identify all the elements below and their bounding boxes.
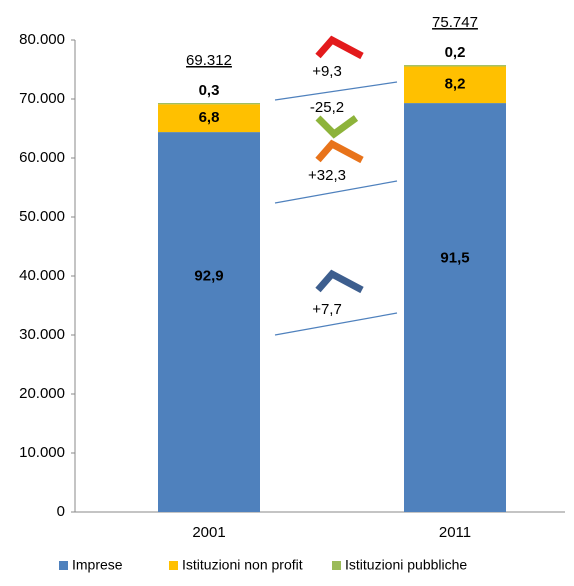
legend-swatch bbox=[169, 561, 178, 570]
segment-label: 91,5 bbox=[440, 249, 469, 266]
x-tick-label: 2011 bbox=[439, 524, 471, 541]
total-label: 75.747 bbox=[432, 14, 478, 31]
bar-segment bbox=[404, 65, 506, 67]
bar-segment bbox=[404, 66, 506, 104]
total-label: 69.312 bbox=[186, 52, 232, 69]
connector bbox=[274, 180, 398, 204]
segment-label: 0,3 bbox=[199, 82, 220, 99]
y-tick-label: 60.000 bbox=[19, 149, 65, 166]
y-tick-label: 10.000 bbox=[19, 444, 65, 461]
legend-label: Istituzioni pubbliche bbox=[345, 557, 467, 573]
y-tick-label: 40.000 bbox=[19, 267, 65, 284]
x-tick-label: 2001 bbox=[192, 524, 225, 541]
bar-segment bbox=[158, 103, 260, 105]
y-tick-label: 80.000 bbox=[19, 31, 65, 48]
segment-label: 8,2 bbox=[445, 76, 466, 93]
annotation: +7,7 bbox=[312, 301, 342, 318]
segment-label: 6,8 bbox=[199, 109, 220, 126]
y-tick-label: 20.000 bbox=[19, 385, 65, 402]
bar-segment bbox=[404, 103, 506, 513]
annotation: -25,2 bbox=[310, 99, 344, 116]
legend-label: Imprese bbox=[72, 557, 123, 573]
annotation: +9,3 bbox=[312, 63, 342, 80]
legend-swatch bbox=[332, 561, 341, 570]
y-tick-label: 70.000 bbox=[19, 90, 65, 107]
y-tick-label: 50.000 bbox=[19, 208, 65, 225]
y-tick-label: 0 bbox=[57, 503, 65, 520]
connector bbox=[274, 81, 398, 101]
segment-label: 92,9 bbox=[194, 267, 223, 284]
bar-segment bbox=[158, 132, 260, 513]
change-chevron bbox=[315, 115, 359, 139]
y-tick-label: 30.000 bbox=[19, 326, 65, 343]
change-chevron bbox=[315, 35, 364, 60]
segment-label: 0,2 bbox=[445, 44, 466, 61]
legend-label: Istituzioni non profit bbox=[182, 557, 303, 573]
change-chevron bbox=[315, 269, 364, 294]
change-chevron bbox=[315, 139, 364, 164]
bar-segment bbox=[158, 104, 260, 133]
legend-swatch bbox=[59, 561, 68, 570]
connector bbox=[274, 312, 398, 336]
annotation: +32,3 bbox=[308, 167, 346, 184]
